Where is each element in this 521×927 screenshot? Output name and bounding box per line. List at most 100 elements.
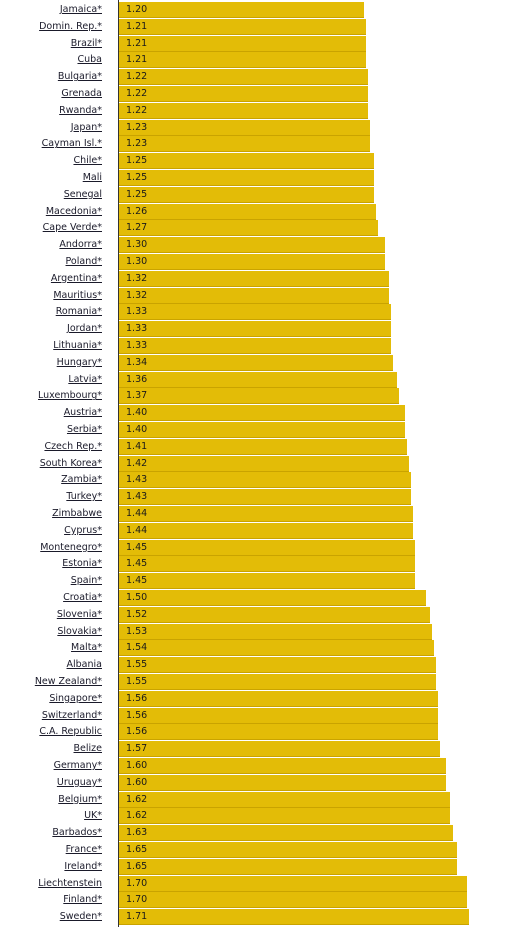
category-label[interactable]: Switzerland* (41, 709, 102, 721)
bar (119, 892, 467, 909)
bar (119, 808, 451, 825)
bar-value-label: 1.55 (126, 676, 148, 687)
bar (119, 254, 385, 270)
category-label[interactable]: South Korea* (39, 457, 102, 469)
bar-value-label: 1.32 (126, 272, 148, 284)
category-label[interactable]: Cape Verde* (42, 222, 102, 234)
category-label[interactable]: Cuba (77, 54, 102, 66)
category-label[interactable]: Zambia* (61, 474, 102, 486)
bar-value-label: 1.41 (126, 440, 148, 452)
bar (119, 338, 391, 354)
bar-value-label: 1.44 (126, 524, 148, 536)
bar-value-label: 1.22 (126, 88, 148, 99)
bar-value-label: 1.23 (126, 138, 148, 150)
bar-value-label: 1.70 (126, 877, 148, 889)
bar-value-label: 1.25 (126, 155, 148, 167)
bar (119, 354, 393, 371)
category-label[interactable]: Hungary* (56, 356, 102, 368)
category-label[interactable]: Latvia* (68, 373, 102, 385)
bar-value-label: 1.56 (126, 692, 148, 704)
bar-value-label: 1.34 (126, 356, 148, 368)
category-label[interactable]: Belgium* (58, 793, 102, 805)
bar-value-label: 1.57 (126, 743, 148, 755)
category-label[interactable]: Andorra* (59, 239, 102, 251)
category-label[interactable]: Argentina* (50, 272, 102, 284)
category-label[interactable]: Slovenia* (56, 608, 102, 620)
category-label[interactable]: Serbia* (66, 424, 102, 435)
category-label[interactable]: Luxembourg* (38, 390, 102, 402)
category-label[interactable]: Japan* (70, 121, 102, 133)
category-label[interactable]: Singapore* (49, 692, 102, 704)
category-label[interactable]: Sweden* (59, 911, 102, 923)
bar (119, 791, 451, 808)
category-label[interactable]: Montenegro* (40, 541, 102, 553)
category-label[interactable]: Croatia* (63, 592, 102, 603)
category-label[interactable]: Finland* (63, 894, 102, 906)
category-label[interactable]: Estonia* (62, 558, 102, 570)
bar (119, 556, 416, 573)
bar (119, 875, 467, 892)
category-label[interactable]: UK* (84, 810, 102, 822)
bar (119, 287, 389, 304)
category-label[interactable]: France* (65, 844, 102, 855)
category-label[interactable]: Germany* (53, 760, 102, 771)
category-label[interactable]: Uruguay* (56, 776, 102, 788)
bar-value-label: 1.44 (126, 508, 148, 519)
category-label[interactable]: Rwanda* (59, 104, 102, 116)
category-label[interactable]: Romania* (55, 306, 102, 318)
bar-value-label: 1.33 (126, 323, 148, 335)
bar (119, 237, 385, 254)
bar (119, 707, 439, 724)
bar-value-label: 1.23 (126, 121, 148, 133)
bar-value-label: 1.63 (126, 827, 148, 839)
category-label[interactable]: Senegal (63, 188, 102, 200)
bar (119, 119, 371, 136)
bar-value-label: 1.32 (126, 289, 148, 301)
bar (119, 758, 447, 774)
category-label[interactable]: Cyprus* (64, 524, 102, 536)
category-label[interactable]: Grenada (61, 88, 102, 99)
category-label[interactable]: Austria* (63, 407, 102, 419)
bar-value-label: 1.71 (126, 911, 148, 923)
category-label[interactable]: Albania (66, 659, 102, 671)
category-label[interactable]: Mali (82, 172, 102, 183)
category-label[interactable]: Liechtenstein (38, 877, 102, 889)
bar (119, 590, 426, 606)
bar-value-label: 1.53 (126, 625, 148, 637)
category-label[interactable]: Ireland* (64, 860, 102, 872)
category-label[interactable]: New Zealand* (34, 676, 102, 687)
bar (119, 909, 469, 926)
bar-value-label: 1.56 (126, 709, 148, 721)
category-label[interactable]: Lithuania* (53, 340, 102, 351)
bar-value-label: 1.33 (126, 306, 148, 318)
bar (119, 69, 369, 86)
category-label[interactable]: Domin. Rep.* (39, 20, 102, 32)
category-label[interactable]: Cayman Isl.* (41, 138, 102, 150)
bar-value-label: 1.56 (126, 726, 148, 738)
bar (119, 371, 397, 388)
bar-value-label: 1.30 (126, 239, 148, 251)
category-label[interactable]: Macedonia* (45, 205, 102, 217)
bar-value-label: 1.21 (126, 20, 148, 32)
category-label[interactable]: Bulgaria* (57, 71, 102, 83)
category-label[interactable]: Chile* (73, 155, 102, 167)
category-label[interactable]: Barbados* (52, 827, 102, 839)
category-label[interactable]: Turkey* (66, 491, 102, 503)
category-label[interactable]: Mauritius* (53, 289, 102, 301)
category-label[interactable]: Zimbabwe (52, 508, 102, 519)
category-label[interactable]: Spain* (70, 575, 102, 587)
bar (119, 220, 379, 237)
category-label[interactable]: Belize (73, 743, 102, 755)
bar (119, 623, 432, 640)
bar-value-label: 1.43 (126, 491, 148, 503)
category-label[interactable]: Brazil* (70, 37, 102, 49)
category-label[interactable]: Poland* (65, 256, 102, 267)
category-label[interactable]: Czech Rep.* (44, 440, 102, 452)
category-label[interactable]: C.A. Republic (39, 726, 102, 738)
category-label[interactable]: Malta* (71, 642, 102, 654)
category-label[interactable]: Jordan* (67, 323, 102, 335)
bar-value-label: 1.22 (126, 104, 148, 116)
category-label[interactable]: Slovakia* (57, 625, 102, 637)
category-label[interactable]: Jamaica* (59, 4, 102, 15)
